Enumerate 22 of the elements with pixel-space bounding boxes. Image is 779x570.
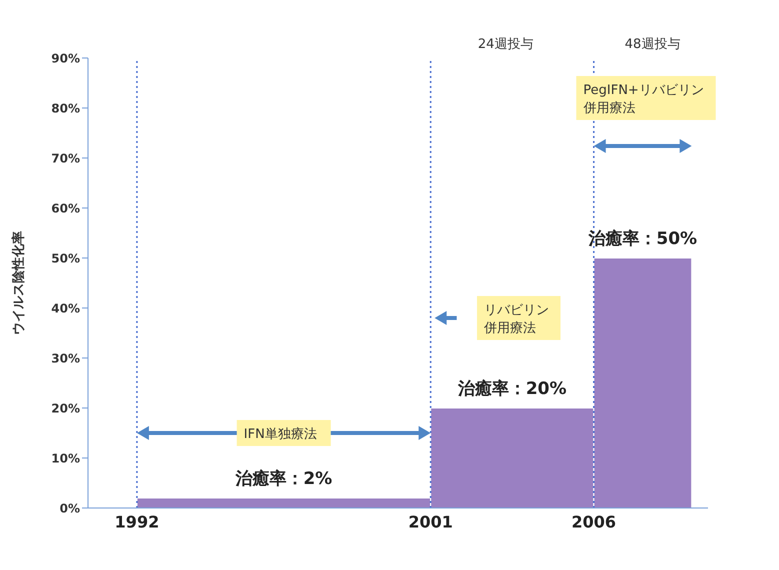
y-axis-title: ウイルス陰性化率	[10, 231, 27, 335]
data-label: 治癒率：50%	[587, 229, 698, 249]
x-tick-label: 2006	[572, 512, 616, 532]
x-tick-label: 1992	[114, 512, 160, 532]
data-label: 治癒率：20%	[456, 379, 567, 399]
annotation: リバビリン併用療法	[482, 303, 549, 336]
y-tick-label: 80%	[51, 101, 80, 116]
annotation: IFN単独療法	[244, 427, 317, 442]
y-tick-label: 50%	[51, 251, 80, 266]
x-tick-label: 2001	[408, 512, 453, 532]
y-tick-label: 60%	[51, 201, 80, 216]
y-tick-label: 0%	[60, 501, 80, 516]
text: 24週投与	[478, 37, 534, 52]
y-tick-label: 70%	[51, 151, 80, 166]
y-tick-label: 40%	[51, 301, 80, 316]
y-tick-label: 90%	[51, 51, 80, 66]
y-tick-label: 30%	[51, 351, 80, 366]
text: 48週投与	[624, 37, 680, 52]
data-label: 治癒率：2%	[234, 469, 332, 489]
y-tick-label: 10%	[51, 451, 80, 466]
y-tick-label: 20%	[51, 401, 80, 416]
annotation: PegIFN+リバビリン併用療法	[582, 83, 704, 116]
